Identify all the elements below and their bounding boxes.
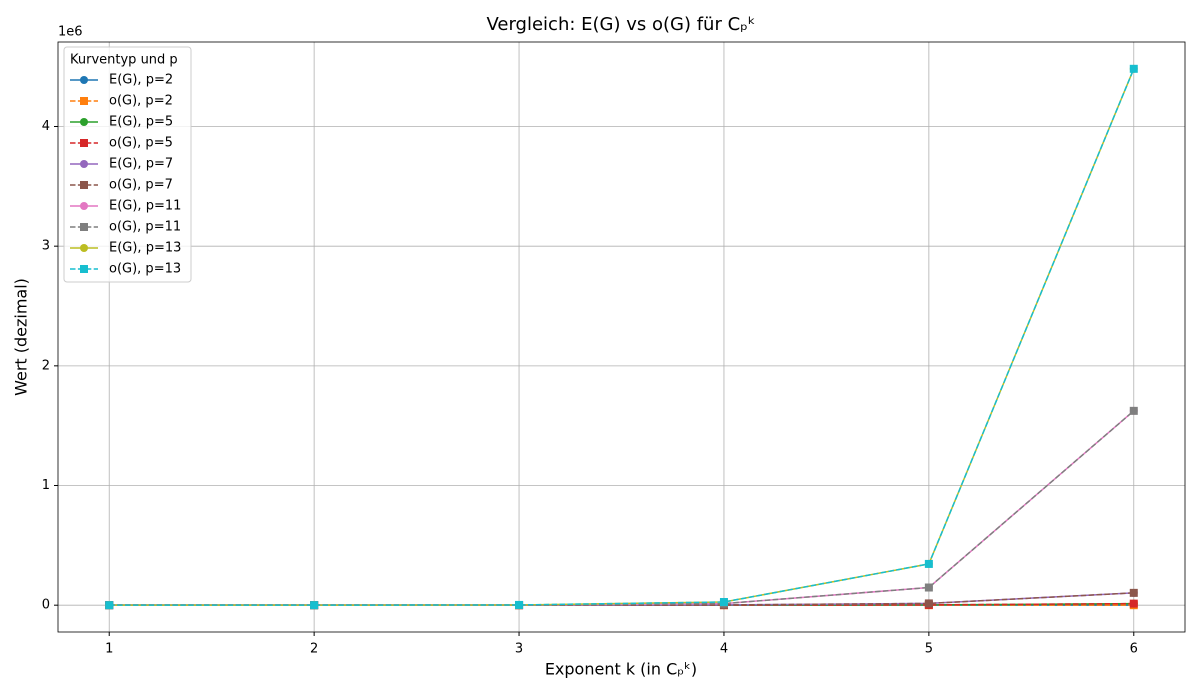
x-tick-label: 3 [515,642,523,657]
marker [719,598,728,607]
chart-title: Vergleich: E(G) vs o(G) für Cₚᵏ [486,14,755,35]
marker [924,559,933,568]
legend-label: E(G), p=11 [109,199,181,214]
legend-title: Kurventyp und p [70,53,178,68]
legend: Kurventyp und p E(G), p=2 o(G), p=2 E(G), p… [63,46,192,283]
marker [1129,406,1138,415]
legend-box [63,46,192,283]
x-tick-label: 2 [310,642,318,657]
marker [1129,599,1138,608]
y-offset-label: 1e6 [58,25,83,40]
legend-label: o(G), p=5 [109,136,173,151]
legend-marker [80,76,88,84]
y-axis-label: Wert (dezimal) [12,278,31,396]
legend-label: o(G), p=13 [109,262,181,277]
legend-marker [80,118,88,126]
legend-label: E(G), p=2 [109,73,173,88]
legend-label: E(G), p=5 [109,115,173,130]
x-tick-label: 1 [105,642,113,657]
marker [1129,588,1138,597]
series-line [109,68,1135,606]
y-tick-label: 4 [42,119,50,134]
x-tick-label: 4 [720,642,728,657]
legend-marker [80,202,88,210]
legend-label: E(G), p=13 [109,241,181,256]
legend-marker [80,97,88,105]
marker [924,583,933,592]
legend-label: o(G), p=2 [109,94,173,109]
legend-marker [80,223,88,231]
marker [1129,64,1138,73]
legend-label: o(G), p=11 [109,220,181,235]
x-tick-label: 5 [925,642,933,657]
y-tick-label: 0 [42,598,50,613]
legend-marker [80,265,88,273]
y-tick-label: 2 [42,358,50,373]
series-line [109,68,1135,606]
legend-label: E(G), p=7 [109,157,173,172]
marker [310,601,319,610]
y-tick-label: 3 [42,239,50,254]
marker [924,599,933,608]
y-tick-label: 1 [42,478,50,493]
plot-frame [57,41,1186,633]
legend-label: o(G), p=7 [109,178,173,193]
x-tick-label: 6 [1130,642,1138,657]
x-axis-label: Exponent k (in Cₚᵏ) [545,660,697,679]
legend-marker [80,244,88,252]
legend-marker [80,181,88,189]
marker [105,601,114,610]
marker [515,600,524,609]
legend-marker [80,139,88,147]
legend-marker [80,160,88,168]
